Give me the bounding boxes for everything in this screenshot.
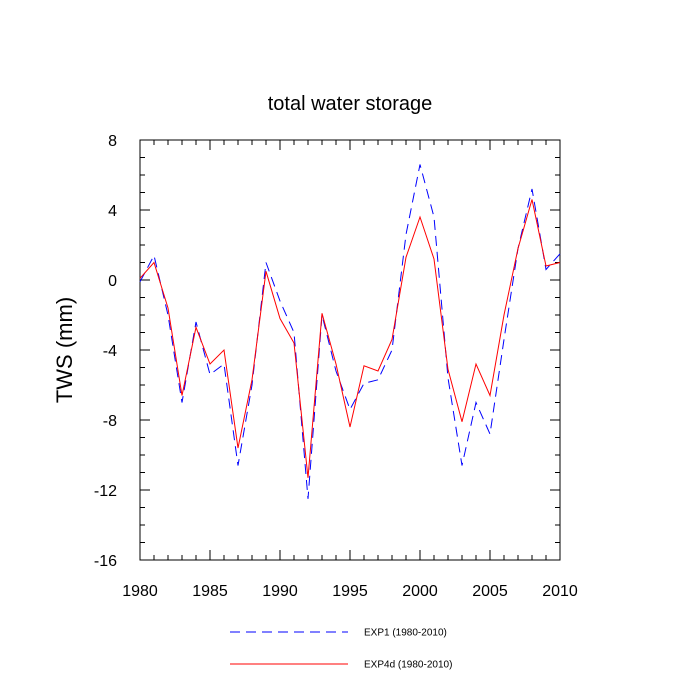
x-tick-label: 2010 [542,583,578,600]
y-tick-label: -16 [94,553,117,570]
y-tick-label: -4 [103,343,117,360]
y-tick-label: 4 [108,203,117,220]
legend: EXP1 (1980-2010) EXP4d (1980-2010) [230,628,452,671]
series-line-1 [139,199,561,478]
y-tick-label: 8 [108,133,117,150]
x-tick-label: 2005 [472,583,508,600]
x-tick-label: 1980 [122,583,158,600]
y-axis-label: TWS (mm) [52,297,77,403]
y-tick-label: -8 [103,413,117,430]
legend-label-1: EXP4d (1980-2010) [364,660,452,671]
y-tick-label: 0 [108,273,117,290]
x-tick-label: 1990 [262,583,298,600]
x-tick-label: 1995 [332,583,368,600]
plot-area: 1980 1985 1990 1995 2000 2005 2010 8 4 0 -4 -8 -12 -1… [94,133,578,600]
legend-label-0: EXP1 (1980-2010) [364,628,447,639]
chart-title: total water storage [268,93,433,115]
x-tick-label: 2000 [402,583,438,600]
y-tick-label: -12 [94,483,117,500]
x-tick-label: 1985 [192,583,228,600]
